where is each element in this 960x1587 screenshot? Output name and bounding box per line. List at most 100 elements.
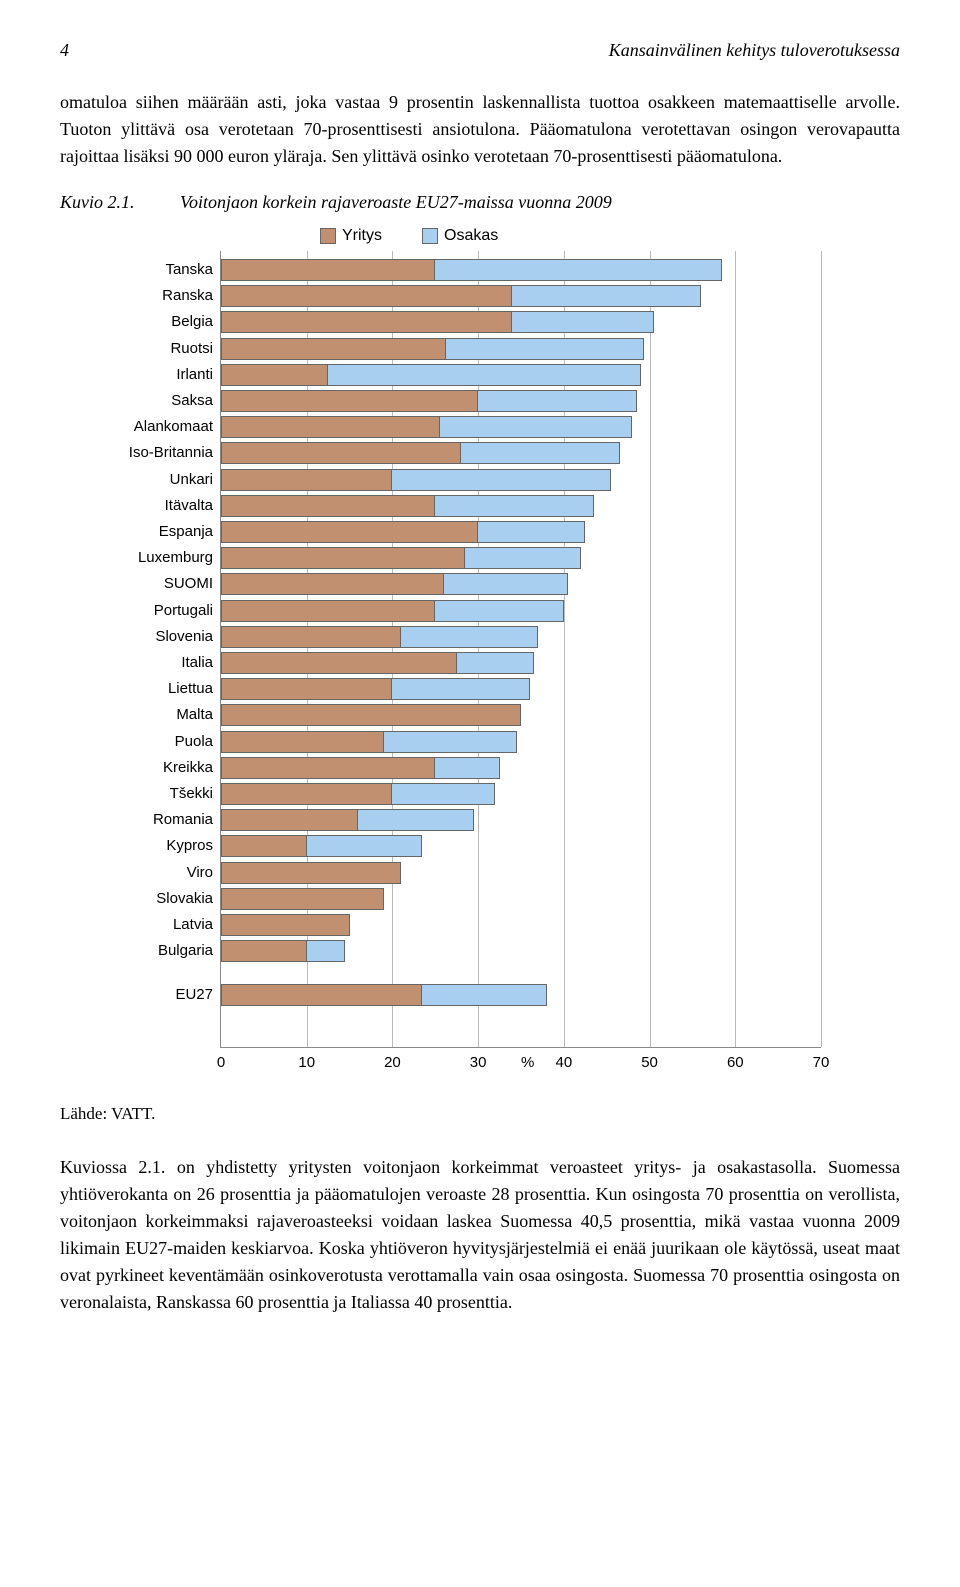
bar-segment-yritys (221, 442, 461, 464)
bar-segment-yritys (221, 757, 435, 779)
legend-item-osakas: Osakas (422, 227, 498, 245)
bar-segment-osakas (401, 626, 538, 648)
bar-segment-osakas (392, 469, 611, 491)
figure-source: Lähde: VATT. (60, 1104, 900, 1124)
bar-segment-yritys (221, 914, 350, 936)
legend-label-osakas: Osakas (444, 227, 498, 245)
bar-row: EU27 (221, 984, 547, 1006)
bar-segment-osakas (465, 547, 581, 569)
bar-row: Espanja (221, 521, 585, 543)
bar-segment-yritys (221, 626, 401, 648)
bar-segment-osakas (384, 731, 517, 753)
bar-segment-yritys (221, 573, 444, 595)
bar-segment-osakas (440, 416, 633, 438)
category-label: Luxemburg (138, 547, 221, 569)
bar-segment-osakas (435, 757, 499, 779)
x-tick-label: 50 (641, 1054, 658, 1071)
figure-label: Kuvio 2.1. (60, 192, 180, 213)
category-label: Viro (187, 862, 221, 884)
bar-segment-osakas (457, 652, 534, 674)
bar-segment-osakas (512, 285, 701, 307)
bar-segment-yritys (221, 495, 435, 517)
chart: Yritys Osakas 010203040506070%TanskaRans… (110, 227, 830, 1048)
bar-segment-yritys (221, 678, 392, 700)
x-tick-label: 30 (470, 1054, 487, 1071)
bar-segment-osakas (307, 940, 346, 962)
category-label: Unkari (170, 469, 221, 491)
bar-segment-yritys (221, 364, 328, 386)
bar-segment-osakas (358, 809, 474, 831)
category-label: Ruotsi (170, 338, 221, 360)
legend-swatch-yritys (320, 228, 336, 244)
bar-segment-osakas (478, 521, 585, 543)
bars-layer: TanskaRanskaBelgiaRuotsiIrlantiSaksaAlan… (221, 259, 821, 1013)
bar-segment-yritys (221, 652, 457, 674)
category-label: Saksa (171, 390, 221, 412)
bar-segment-yritys (221, 600, 435, 622)
bar-segment-yritys (221, 984, 422, 1006)
category-label: Latvia (173, 914, 221, 936)
bar-row: Liettua (221, 678, 530, 700)
category-label: Irlanti (176, 364, 221, 386)
bar-row: Ruotsi (221, 338, 644, 360)
running-header: 4 Kansainvälinen kehitys tuloverotuksess… (60, 40, 900, 61)
bar-segment-yritys (221, 783, 392, 805)
x-tick-label: 20 (384, 1054, 401, 1071)
bar-segment-osakas (435, 495, 594, 517)
bar-row: SUOMI (221, 573, 568, 595)
paragraph-2: Kuviossa 2.1. on yhdistetty yritysten vo… (60, 1154, 900, 1316)
bar-row: Kreikka (221, 757, 500, 779)
category-label: Liettua (168, 678, 221, 700)
category-label: Belgia (171, 311, 221, 333)
bar-segment-osakas (461, 442, 620, 464)
x-tick-label: 70 (813, 1054, 830, 1071)
running-head-title: Kansainvälinen kehitys tuloverotuksessa (609, 40, 900, 61)
x-tick-label: 60 (727, 1054, 744, 1071)
legend-item-yritys: Yritys (320, 227, 382, 245)
bar-segment-yritys (221, 888, 384, 910)
bar-segment-yritys (221, 809, 358, 831)
category-label: Itävalta (165, 495, 221, 517)
paragraph-1: omatuloa siihen määrään asti, joka vasta… (60, 89, 900, 170)
bar-row: Bulgaria (221, 940, 345, 962)
bar-row: Iso-Britannia (221, 442, 620, 464)
bar-row: Alankomaat (221, 416, 632, 438)
bar-row: Slovenia (221, 626, 538, 648)
bar-segment-yritys (221, 731, 384, 753)
bar-row: Puola (221, 731, 517, 753)
bar-segment-yritys (221, 311, 512, 333)
bar-row: Saksa (221, 390, 637, 412)
bar-segment-osakas (435, 259, 722, 281)
bar-segment-yritys (221, 416, 440, 438)
category-label: Alankomaat (134, 416, 221, 438)
bar-segment-yritys (221, 704, 521, 726)
bar-segment-yritys (221, 469, 392, 491)
category-label: Slovenia (155, 626, 221, 648)
bar-row: Tanska (221, 259, 722, 281)
bar-segment-yritys (221, 862, 401, 884)
category-label: Ranska (162, 285, 221, 307)
bar-segment-yritys (221, 940, 307, 962)
gridline (821, 251, 822, 1047)
bar-segment-osakas (422, 984, 546, 1006)
category-label: Espanja (159, 521, 221, 543)
bar-row: Itävalta (221, 495, 594, 517)
bar-segment-yritys (221, 338, 446, 360)
category-label: Portugali (154, 600, 221, 622)
bar-segment-osakas (392, 783, 495, 805)
category-label: Kreikka (163, 757, 221, 779)
bar-segment-osakas (478, 390, 637, 412)
bar-segment-osakas (444, 573, 568, 595)
bar-row: Portugali (221, 600, 564, 622)
bar-row: Romania (221, 809, 474, 831)
category-label: Romania (153, 809, 221, 831)
category-label: Kypros (166, 835, 221, 857)
bar-segment-osakas (392, 678, 529, 700)
bar-row: Slovakia (221, 888, 384, 910)
category-label: SUOMI (164, 573, 221, 595)
bar-row: Kypros (221, 835, 422, 857)
bar-segment-osakas (512, 311, 653, 333)
category-label: Bulgaria (158, 940, 221, 962)
category-label: Iso-Britannia (129, 442, 221, 464)
category-label: EU27 (175, 984, 221, 1006)
